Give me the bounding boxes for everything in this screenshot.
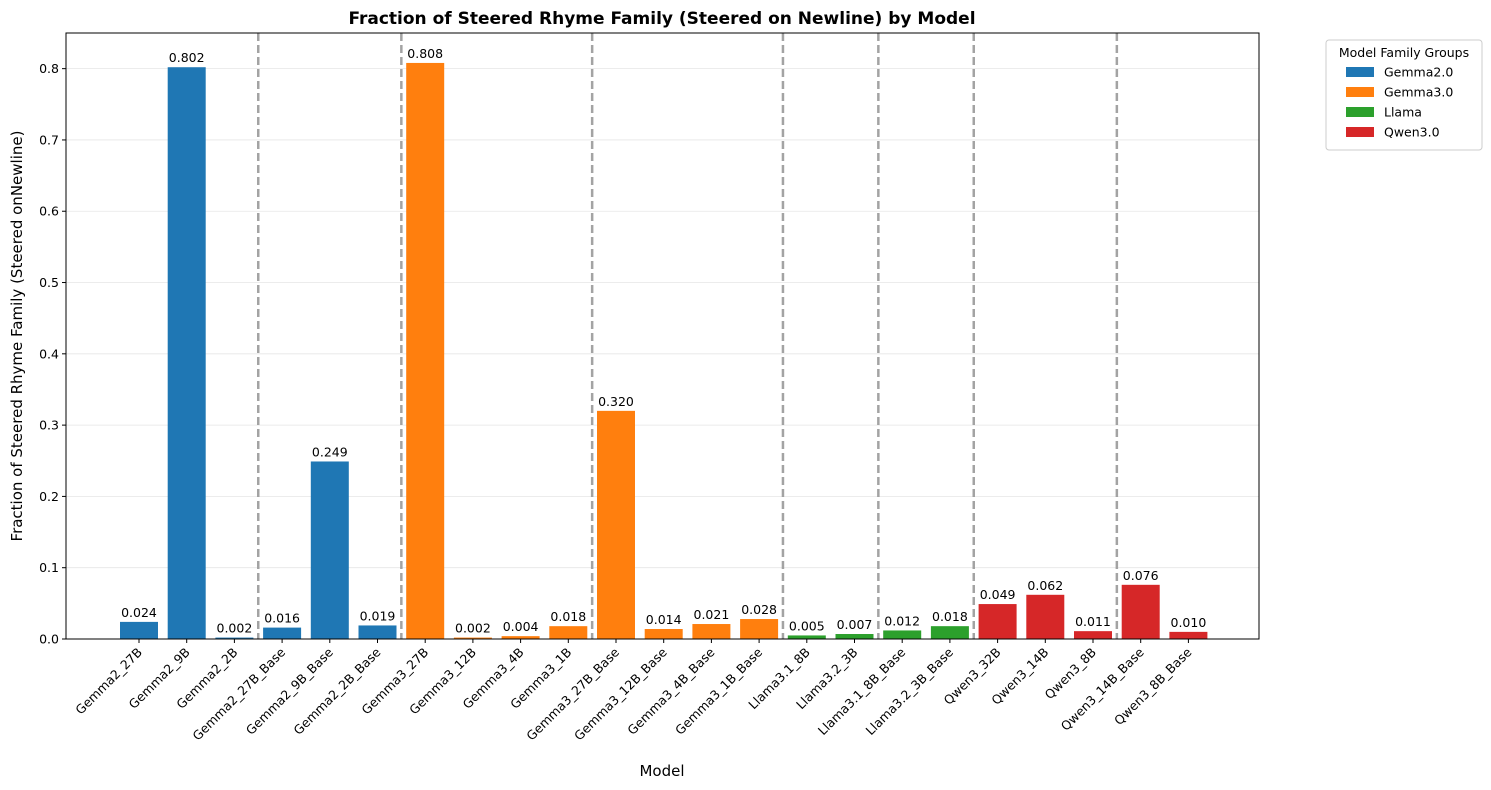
y-axis-ticks: 0.0 0.1 0.2 0.3 0.4 0.5 0.6 0.7 0.8	[39, 61, 66, 647]
legend-label: Gemma3.0	[1384, 85, 1453, 100]
data-label: 0.028	[741, 602, 777, 617]
chart-title: Fraction of Steered Rhyme Family (Steere…	[348, 9, 975, 29]
data-label: 0.808	[407, 46, 443, 61]
x-tick-label: Gemma3_4B_Base	[624, 644, 717, 737]
legend-title: Model Family Groups	[1339, 45, 1469, 60]
bar	[453, 637, 492, 639]
x-tick-label: Gemma3_1B_Base	[672, 644, 765, 737]
bar	[406, 62, 445, 639]
group-separators	[257, 33, 1119, 639]
data-label: 0.021	[694, 607, 730, 622]
bar	[644, 629, 683, 639]
data-label: 0.002	[455, 621, 491, 636]
bar	[1169, 631, 1208, 639]
y-tick-label: 0.7	[39, 132, 59, 147]
data-label: 0.802	[169, 50, 205, 65]
x-tick-label: Llama3.1_8B_Base	[815, 644, 909, 738]
y-tick-label: 0.0	[39, 632, 59, 647]
data-label: 0.007	[837, 617, 873, 632]
bar	[1026, 594, 1065, 639]
x-axis-label: Model	[639, 762, 684, 780]
bar	[263, 627, 302, 639]
legend-label: Qwen3.0	[1384, 125, 1440, 140]
bar	[549, 626, 588, 639]
data-label: 0.005	[789, 618, 825, 633]
x-tick-label: Gemma3_27B_Base	[523, 644, 622, 743]
bar	[1074, 631, 1112, 639]
y-tick-label: 0.8	[39, 61, 59, 76]
bar	[358, 625, 397, 639]
data-label: 0.012	[884, 613, 920, 628]
legend-label: Gemma2.0	[1384, 65, 1453, 80]
bar	[787, 635, 826, 639]
data-label: 0.004	[503, 619, 539, 634]
bar	[501, 636, 540, 639]
legend-entries: Gemma2.0 Gemma3.0 Llama Qwen3.0	[1346, 65, 1453, 140]
data-label: 0.049	[980, 587, 1016, 602]
bar	[930, 626, 969, 639]
x-tick-label: Llama3.2_3B_Base	[862, 644, 956, 738]
legend-swatch	[1346, 67, 1374, 77]
y-tick-label: 0.2	[39, 489, 59, 504]
y-tick-label: 0.4	[39, 346, 59, 361]
data-label: 0.018	[550, 609, 586, 624]
bar	[215, 637, 254, 639]
data-label: 0.320	[598, 394, 634, 409]
plot-area-frame	[65, 32, 1260, 640]
y-tick-label: 0.1	[39, 560, 59, 575]
x-tick-label: Gemma2_9B_Base	[243, 644, 336, 737]
bar	[978, 604, 1017, 639]
bar	[1121, 584, 1160, 639]
data-label: 0.014	[646, 612, 682, 627]
data-label: 0.062	[1027, 578, 1063, 593]
data-label: 0.018	[932, 609, 968, 624]
x-tick-label: Gemma2_2B_Base	[290, 644, 383, 737]
x-tick-label: Gemma2_27B_Base	[189, 644, 288, 743]
legend-swatch	[1346, 107, 1374, 117]
legend-label: Llama	[1384, 105, 1422, 120]
y-axis-label: Fraction of Steered Rhyme Family (Steere…	[8, 131, 26, 542]
bar	[740, 619, 779, 639]
bar	[167, 67, 206, 639]
data-labels: 0.024 0.802 0.002 0.016 0.249 0.019 0.808 0.002…	[121, 46, 1206, 636]
y-tick-label: 0.6	[39, 204, 59, 219]
data-label: 0.002	[217, 621, 253, 636]
x-axis-ticks: Gemma2_27BGemma2_9BGemma2_2BGemma2_27B_B…	[72, 639, 1195, 743]
bars	[120, 62, 1208, 639]
bar	[120, 621, 158, 639]
legend-swatch	[1346, 87, 1374, 97]
y-tick-label: 0.5	[39, 275, 59, 290]
data-label: 0.011	[1075, 614, 1111, 629]
legend-swatch	[1346, 127, 1374, 137]
x-tick-label: Qwen3_14B_Base	[1058, 644, 1147, 733]
data-label: 0.024	[121, 605, 157, 620]
legend: Model Family Groups Gemma2.0 Gemma3.0 Llam…	[1325, 39, 1483, 151]
bar	[883, 630, 922, 639]
gridlines	[66, 68, 1259, 640]
x-tick-label: Gemma3_12B_Base	[571, 644, 670, 743]
bar	[597, 410, 635, 639]
bar	[835, 634, 874, 639]
data-label: 0.016	[264, 611, 300, 626]
bar	[310, 461, 349, 639]
bar	[692, 624, 731, 639]
y-tick-label: 0.3	[39, 418, 59, 433]
data-label: 0.010	[1171, 615, 1207, 630]
data-label: 0.076	[1123, 568, 1159, 583]
data-label: 0.249	[312, 444, 348, 459]
data-label: 0.019	[360, 608, 396, 623]
